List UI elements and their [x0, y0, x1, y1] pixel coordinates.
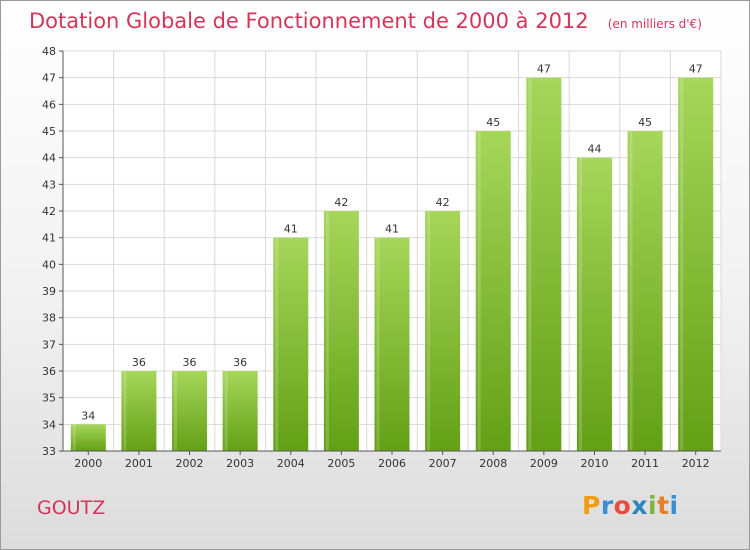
logo-letter: t	[657, 491, 670, 520]
bar	[121, 371, 157, 451]
x-tick-label: 2002	[176, 457, 204, 470]
x-tick-label: 2006	[378, 457, 406, 470]
y-tick-label: 46	[42, 98, 56, 111]
bar-highlight	[376, 237, 380, 451]
data-label: 36	[233, 356, 247, 369]
data-label: 45	[638, 116, 652, 129]
y-tick-label: 35	[42, 392, 56, 405]
data-label: 45	[486, 116, 500, 129]
chart-subtitle: (en milliers d'€)	[607, 17, 702, 31]
y-tick-label: 48	[42, 45, 56, 58]
commune-name: GOUTZ	[37, 497, 106, 519]
bar-highlight	[72, 424, 76, 451]
x-tick-label: 2005	[327, 457, 355, 470]
bar-highlight	[528, 77, 532, 452]
y-tick-label: 42	[42, 205, 56, 218]
y-tick-label: 36	[42, 365, 56, 378]
logo-letter: i	[669, 491, 679, 520]
y-tick-label: 38	[42, 312, 56, 325]
bar-highlight	[477, 131, 481, 451]
y-tick-label: 40	[42, 258, 56, 271]
bar	[172, 371, 208, 451]
bar-highlight	[325, 211, 329, 451]
x-tick-label: 2003	[226, 457, 254, 470]
data-label: 47	[537, 63, 551, 76]
bar	[273, 237, 309, 451]
x-tick-label: 2000	[74, 457, 102, 470]
title-row: Dotation Globale de Fonctionnement de 20…	[29, 9, 702, 33]
bar	[425, 211, 461, 451]
y-tick-label: 39	[42, 285, 56, 298]
bar	[222, 371, 258, 451]
bars	[70, 77, 714, 452]
chart-title: Dotation Globale de Fonctionnement de 20…	[29, 9, 589, 33]
y-tick-label: 44	[42, 152, 56, 165]
y-tick-label: 41	[42, 232, 56, 245]
bar-highlight	[427, 211, 431, 451]
bar	[526, 77, 562, 452]
bar	[70, 424, 106, 451]
x-tick-label: 2007	[429, 457, 457, 470]
bar	[576, 157, 612, 451]
data-label: 36	[132, 356, 146, 369]
y-tick-label: 37	[42, 338, 56, 351]
bar	[627, 131, 663, 451]
x-tick-label: 2008	[479, 457, 507, 470]
data-label: 42	[436, 196, 450, 209]
y-tick-label: 43	[42, 178, 56, 191]
logo-letter: i	[648, 491, 658, 520]
bar-highlight	[123, 371, 127, 451]
data-label: 42	[334, 196, 348, 209]
bar-highlight	[578, 157, 582, 451]
data-label: 36	[183, 356, 197, 369]
y-tick-label: 45	[42, 125, 56, 138]
x-tick-label: 2010	[580, 457, 608, 470]
bar	[374, 237, 410, 451]
x-tick-label: 2004	[277, 457, 305, 470]
axes: 33 34 35 36 37 38 39 40 41 42 43 44 45 46 47 48 2000 2001…	[42, 45, 721, 470]
x-tick-label: 2009	[530, 457, 558, 470]
bar-highlight	[174, 371, 178, 451]
bar-highlight	[680, 77, 684, 452]
logo-letter: x	[631, 491, 648, 520]
data-label: 34	[81, 409, 95, 422]
bar-highlight	[275, 237, 279, 451]
bar	[475, 131, 511, 451]
y-tick-label: 47	[42, 72, 56, 85]
logo-letter: P	[582, 491, 601, 520]
bar	[323, 211, 359, 451]
x-tick-label: 2011	[631, 457, 659, 470]
data-label: 44	[587, 143, 601, 156]
data-label: 47	[689, 63, 703, 76]
bar	[678, 77, 714, 452]
bar-highlight	[224, 371, 228, 451]
y-tick-label: 33	[42, 445, 56, 458]
proxiti-logo: Proxiti	[582, 491, 679, 520]
logo-letter: r	[600, 491, 614, 520]
labels: 34 36 36 36 41 42 41 42 45 47 44 45 47	[81, 63, 702, 423]
x-tick-label: 2001	[125, 457, 153, 470]
logo-letter: o	[613, 491, 632, 520]
y-tick-label: 34	[42, 418, 56, 431]
data-label: 41	[284, 223, 298, 236]
x-tick-label: 2012	[682, 457, 710, 470]
data-label: 41	[385, 223, 399, 236]
bar-highlight	[629, 131, 633, 451]
